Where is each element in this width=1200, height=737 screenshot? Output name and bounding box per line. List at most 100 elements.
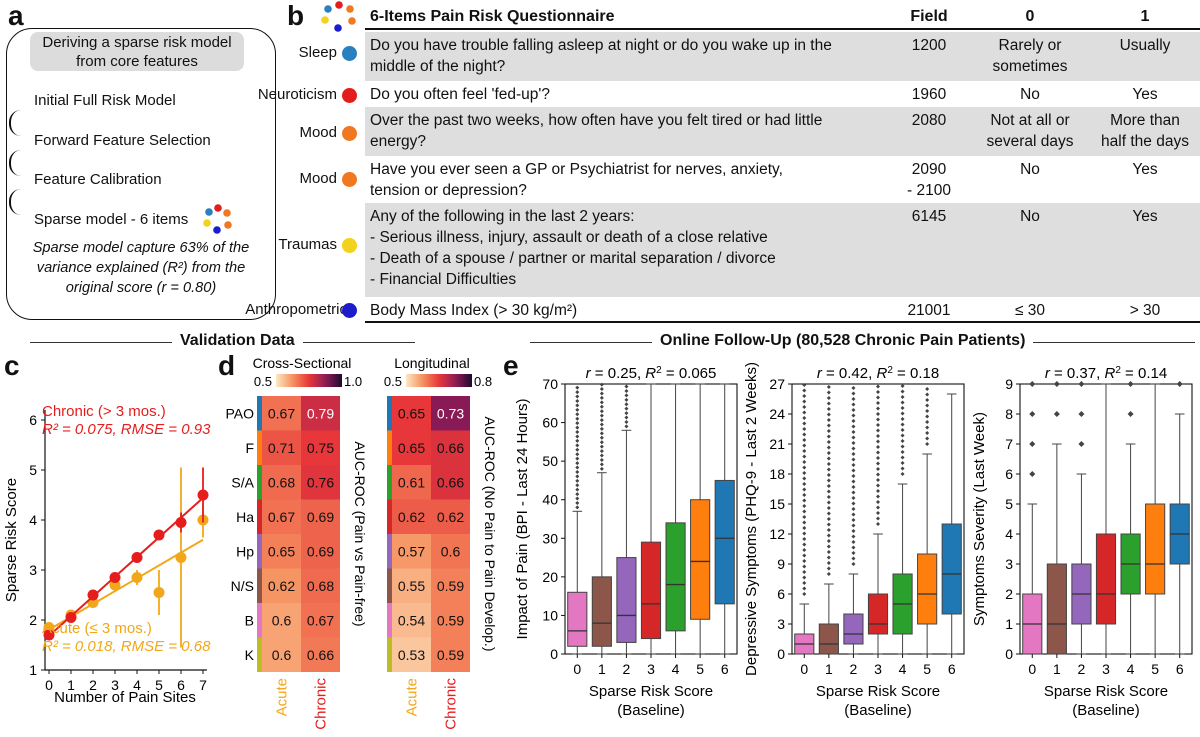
heatmap-axis-label: AUC-ROC (Pain vs Pain-free) — [352, 441, 368, 626]
flier — [1078, 381, 1085, 387]
flier — [802, 405, 807, 409]
stat-symbol: = — [662, 365, 679, 382]
col-header-field: Field — [910, 8, 948, 25]
cell-value: 0.54 — [398, 612, 425, 628]
panel-label-c: c — [4, 350, 20, 381]
flier — [826, 445, 831, 450]
heatmap-cell — [262, 430, 301, 465]
flier — [826, 429, 831, 433]
box — [665, 522, 686, 632]
heatmap-cell — [392, 430, 431, 465]
heatmap-cell — [431, 637, 470, 672]
flier — [900, 450, 905, 454]
flier — [1029, 411, 1036, 417]
feature-color-strip — [387, 396, 392, 431]
flier — [876, 439, 880, 444]
flier — [826, 401, 831, 406]
data-point — [131, 552, 143, 563]
flier — [851, 545, 856, 550]
acute-stats: R² = 0.018, RMSE = 0.68 — [42, 638, 211, 655]
box — [616, 557, 637, 643]
feature-label: B — [245, 612, 254, 628]
data-point — [65, 612, 77, 623]
flier — [925, 420, 930, 424]
cell-value: 0.76 — [307, 474, 334, 490]
flier — [925, 409, 930, 413]
x-tick-label: 4 — [672, 661, 680, 677]
flier — [851, 485, 856, 489]
flier — [826, 412, 831, 417]
flier — [575, 487, 580, 492]
validation-section-title: Validation Data — [172, 332, 303, 350]
heatmap-cell — [262, 465, 301, 500]
stat-symbol: r — [817, 365, 823, 382]
y-tick-label: 9 — [777, 556, 785, 572]
flier — [826, 473, 831, 477]
stat-value: 0.065 — [679, 365, 717, 382]
heatmap-cell — [301, 430, 340, 465]
flier — [925, 398, 930, 402]
flier — [575, 398, 580, 403]
y-tick-label: 4 — [29, 512, 37, 528]
data-point — [197, 489, 209, 501]
flier — [624, 397, 629, 402]
panel-label-b: b — [287, 0, 305, 31]
flier — [575, 412, 580, 417]
heatmap-cell — [431, 396, 470, 431]
cell-value: 0.69 — [307, 543, 334, 559]
flier — [599, 426, 604, 431]
flier — [575, 478, 580, 483]
flier — [826, 396, 831, 400]
category-dot-icon — [342, 46, 357, 61]
flier — [1078, 411, 1085, 417]
flier — [802, 553, 807, 558]
y-tick-label: 6 — [29, 412, 37, 428]
flier — [900, 417, 905, 421]
cell-value: 0.67 — [268, 509, 295, 525]
cell-value: 0.71 — [268, 440, 295, 456]
cell-value: 0.57 — [398, 543, 425, 559]
flier — [900, 389, 905, 394]
sparse-model-dots-icon — [203, 204, 232, 234]
stat-symbol: r — [586, 365, 592, 382]
flier — [1127, 411, 1134, 417]
step-arrow-icon — [9, 150, 27, 176]
cell-value: 0.75 — [307, 440, 334, 456]
flier — [624, 402, 629, 407]
data-point — [153, 529, 165, 541]
flier — [851, 507, 856, 511]
step-sparse-model: Sparse model - 6 items — [34, 211, 189, 228]
answer-1-value: > 30 — [1129, 302, 1161, 319]
answer-0-value: No — [1020, 208, 1040, 225]
category-dot-icon — [342, 126, 357, 141]
flier — [624, 393, 629, 398]
flier — [876, 478, 880, 482]
answer-1-value: Yes — [1132, 208, 1158, 225]
cell-value: 0.59 — [437, 612, 464, 628]
flier — [599, 395, 604, 400]
heatmap-cell — [262, 396, 301, 431]
y-tick-label: 21 — [769, 436, 785, 452]
answer-1-value: Usually — [1119, 37, 1171, 54]
data-point — [153, 587, 165, 598]
flier — [575, 496, 580, 501]
y-tick-label: 6 — [1005, 466, 1013, 482]
question-text: Do you often feel 'fed-up'? — [370, 86, 550, 103]
column-label: Acute — [274, 678, 291, 716]
flier — [826, 533, 831, 538]
y-tick-label: 12 — [769, 526, 785, 542]
heatmap-title: Longitudinal — [394, 355, 470, 371]
x-tick-label: 5 — [696, 661, 704, 677]
feature-color-strip — [257, 430, 262, 465]
stat-value: 0.37 — [1067, 365, 1096, 382]
flier — [802, 399, 807, 404]
x-axis-label-sub: (Baseline) — [617, 702, 685, 719]
y-tick-label: 0 — [550, 646, 558, 662]
stat-value: 0.14 — [1138, 365, 1167, 382]
heatmap-cell — [262, 534, 301, 569]
flier — [575, 483, 580, 488]
field-value: 6145 — [911, 208, 947, 225]
panel-label-d: d — [218, 350, 236, 381]
field-value: 2090 — [911, 161, 947, 178]
feature-color-strip — [257, 465, 262, 500]
